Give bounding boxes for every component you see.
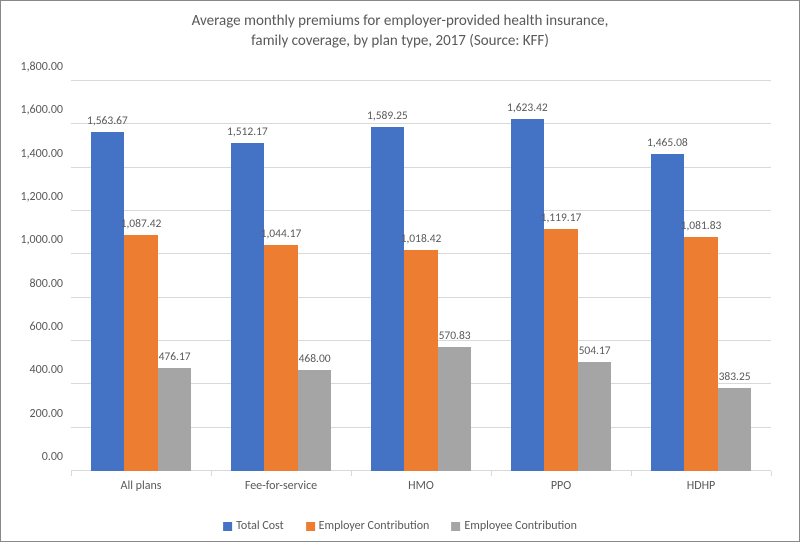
bar: 476.17 xyxy=(158,368,192,471)
x-axis-tick xyxy=(211,471,212,476)
legend-label: Employee Contribution xyxy=(464,519,577,533)
y-tick-label: 400.00 xyxy=(30,363,63,377)
legend: Total Cost Employer Contribution Employee … xyxy=(223,519,577,533)
bar: 1,589.25 xyxy=(371,127,405,471)
y-tick-label: 0.00 xyxy=(42,450,63,464)
x-axis-tick xyxy=(491,471,492,476)
chart-container: Average monthly premiums for employer-pr… xyxy=(0,0,800,542)
bar: 1,119.17 xyxy=(544,229,578,471)
bar-value-label: 1,018.42 xyxy=(401,232,442,246)
legend-swatch xyxy=(451,522,460,531)
x-axis-tick xyxy=(351,471,352,476)
legend-item: Employer Contribution xyxy=(306,519,430,533)
bar-value-label: 1,087.42 xyxy=(121,217,162,231)
bar-value-label: 1,563.67 xyxy=(87,114,128,128)
x-tick-label: HMO xyxy=(351,479,491,493)
x-tick-label: Fee-for-service xyxy=(211,479,351,493)
bar: 1,512.17 xyxy=(231,143,265,471)
bar: 1,018.42 xyxy=(404,250,438,471)
legend-label: Employer Contribution xyxy=(319,519,430,533)
bar: 570.83 xyxy=(438,347,472,471)
bar: 383.25 xyxy=(718,388,752,471)
bar-value-label: 468.00 xyxy=(299,352,331,366)
x-axis-tick xyxy=(71,471,72,476)
grid-line xyxy=(71,123,771,124)
bar: 1,081.83 xyxy=(684,237,718,471)
bar-value-label: 504.17 xyxy=(579,344,611,358)
bar-value-label: 1,465.08 xyxy=(647,136,688,150)
x-axis-tick xyxy=(631,471,632,476)
bar: 1,563.67 xyxy=(91,132,125,471)
y-tick-label: 1,600.00 xyxy=(20,103,63,117)
bar: 1,044.17 xyxy=(264,245,298,471)
bar: 468.00 xyxy=(298,370,332,471)
bar-value-label: 1,044.17 xyxy=(261,227,302,241)
grid-line xyxy=(71,80,771,81)
bar-value-label: 570.83 xyxy=(439,329,471,343)
x-axis-tick xyxy=(771,471,772,476)
bar-value-label: 1,589.25 xyxy=(367,109,408,123)
bar: 1,623.42 xyxy=(511,119,545,471)
legend-item: Employee Contribution xyxy=(451,519,577,533)
bar-value-label: 383.25 xyxy=(719,370,751,384)
bar: 504.17 xyxy=(578,362,612,471)
legend-swatch xyxy=(223,522,232,531)
bar-value-label: 1,081.83 xyxy=(681,219,722,233)
chart-title-line1: Average monthly premiums for employer-pr… xyxy=(192,12,609,30)
bar-value-label: 1,512.17 xyxy=(227,125,268,139)
legend-swatch xyxy=(306,522,315,531)
chart-title: Average monthly premiums for employer-pr… xyxy=(1,1,799,52)
chart-title-line2: family coverage, by plan type, 2017 (Sou… xyxy=(251,32,549,50)
legend-label: Total Cost xyxy=(236,519,284,533)
x-tick-label: HDHP xyxy=(631,479,771,493)
x-tick-label: All plans xyxy=(71,479,211,493)
y-tick-label: 1,000.00 xyxy=(20,233,63,247)
y-tick-label: 200.00 xyxy=(30,407,63,421)
bar-value-label: 476.17 xyxy=(159,350,191,364)
y-tick-label: 800.00 xyxy=(30,277,63,291)
legend-item: Total Cost xyxy=(223,519,284,533)
bar-value-label: 1,119.17 xyxy=(541,211,582,225)
bar: 1,465.08 xyxy=(651,154,685,471)
bar: 1,087.42 xyxy=(124,235,158,471)
y-tick-label: 1,800.00 xyxy=(20,60,63,74)
y-tick-label: 1,400.00 xyxy=(20,147,63,161)
bar-value-label: 1,623.42 xyxy=(507,101,548,115)
x-tick-label: PPO xyxy=(491,479,631,493)
plot-area: 0.00200.00400.00600.00800.001,000.001,20… xyxy=(71,81,771,471)
y-tick-label: 1,200.00 xyxy=(20,190,63,204)
y-tick-label: 600.00 xyxy=(30,320,63,334)
